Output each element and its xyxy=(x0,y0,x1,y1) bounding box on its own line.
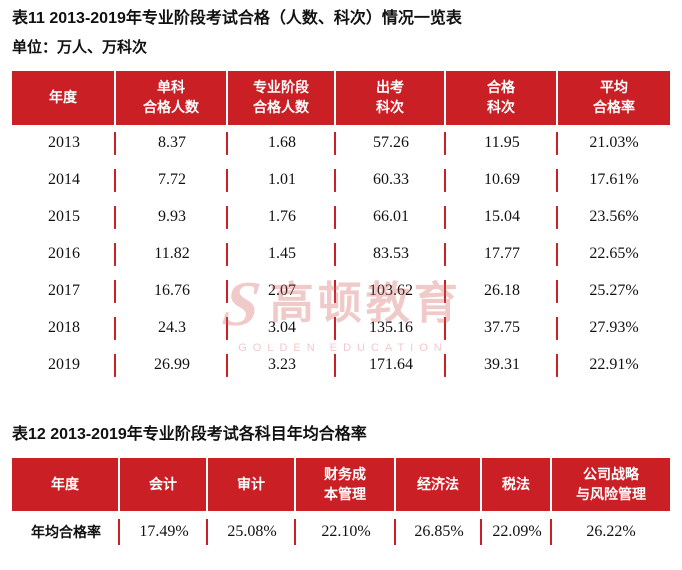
table-cell: 2013 xyxy=(12,124,116,162)
table-cell: 37.75 xyxy=(446,309,558,347)
table-cell: 103.62 xyxy=(336,272,446,310)
table12-header-accounting: 会计 xyxy=(120,457,208,512)
table-cell: 11.82 xyxy=(116,235,228,273)
table-cell: 15.04 xyxy=(446,198,558,236)
table-row: 2018 24.3 3.04 135.16 37.75 27.93% xyxy=(12,309,670,347)
table12-header-row: 年度 会计 审计 财务成 本管理 经济法 税法 公司战略 与风险管理 xyxy=(12,457,670,512)
table12-header-financial-mgmt: 财务成 本管理 xyxy=(296,457,396,512)
table-cell: 23.56% xyxy=(589,208,639,226)
table-cell: 22.09% xyxy=(482,511,552,554)
table-cell: 2015 xyxy=(12,198,116,236)
table-cell: 57.26 xyxy=(336,124,446,162)
table-cell: 21.03% xyxy=(589,134,639,152)
table-cell: 2.07 xyxy=(228,272,336,310)
table-row: 2016 11.82 1.45 83.53 17.77 22.65% xyxy=(12,235,670,273)
table-cell: 16.76 xyxy=(116,272,228,310)
table-cell: 22.65% xyxy=(589,245,639,263)
table-cell: 1.68 xyxy=(228,124,336,162)
table-cell: 39.31 xyxy=(446,346,558,384)
table11: 年度 单科 合格人数 专业阶段 合格人数 出考 科次 合格 科次 平均 合格率 … xyxy=(12,71,670,384)
table-row: 2015 9.93 1.76 66.01 15.04 23.56% xyxy=(12,198,670,236)
table-row: 2014 7.72 1.01 60.33 10.69 17.61% xyxy=(12,161,670,199)
table11-header-stage-pass: 专业阶段 合格人数 xyxy=(228,71,336,125)
table-cell: 10.69 xyxy=(446,161,558,199)
table-cell: 22.91% xyxy=(589,356,639,374)
table12-header-economic-law: 经济法 xyxy=(396,457,482,512)
table-cell: 26.18 xyxy=(446,272,558,310)
table-cell: 8.37 xyxy=(116,124,228,162)
table-cell: 1.45 xyxy=(228,235,336,273)
table12-caption: 表12 2013-2019年专业阶段考试各科目年均合格率 xyxy=(12,425,367,443)
table-cell: 3.23 xyxy=(228,346,336,384)
table11-unit-note: 单位：万人、万科次 xyxy=(12,39,148,57)
table12-header-tax-law: 税法 xyxy=(482,457,552,512)
table11-caption: 表11 2013-2019年专业阶段考试合格（人数、科次）情况一览表 xyxy=(12,10,462,27)
table-cell: 22.10% xyxy=(296,511,396,554)
table-cell: 11.95 xyxy=(446,124,558,162)
table11-header-year: 年度 xyxy=(12,71,116,125)
table-cell: 2018 xyxy=(12,309,116,347)
table-cell: 171.64 xyxy=(336,346,446,384)
table-cell: 2016 xyxy=(12,235,116,273)
table-cell: 83.53 xyxy=(336,235,446,273)
table-cell: 1.01 xyxy=(228,161,336,199)
table11-header-avg-pass-rate: 平均 合格率 xyxy=(558,71,670,125)
table-cell: 135.16 xyxy=(336,309,446,347)
table-cell: 26.99 xyxy=(116,346,228,384)
table-cell: 60.33 xyxy=(336,161,446,199)
table-cell: 25.27% xyxy=(589,282,639,300)
table11-header-single-pass: 单科 合格人数 xyxy=(116,71,228,125)
table-cell: 3.04 xyxy=(228,309,336,347)
table-cell: 25.08% xyxy=(208,511,296,554)
table-cell: 2014 xyxy=(12,161,116,199)
table-cell: 17.77 xyxy=(446,235,558,273)
table12: 年度 会计 审计 财务成 本管理 经济法 税法 公司战略 与风险管理 年均合格率… xyxy=(12,457,670,554)
table11-header-pass-sittings: 合格 科次 xyxy=(446,71,558,125)
table-cell: 9.93 xyxy=(116,198,228,236)
document-page: 表11 2013-2019年专业阶段考试合格（人数、科次）情况一览表 单位：万人… xyxy=(12,10,670,554)
table-cell: 24.3 xyxy=(116,309,228,347)
table11-header-exam-sittings: 出考 科次 xyxy=(336,71,446,125)
table12-header-strategy-risk: 公司战略 与风险管理 xyxy=(552,457,670,512)
table-cell: 26.85% xyxy=(396,511,482,554)
table-cell: 1.76 xyxy=(228,198,336,236)
table-cell: 7.72 xyxy=(116,161,228,199)
table-row: 2017 16.76 2.07 103.62 26.18 25.27% xyxy=(12,272,670,310)
table-cell: 2017 xyxy=(12,272,116,310)
table11-header-row: 年度 单科 合格人数 专业阶段 合格人数 出考 科次 合格 科次 平均 合格率 xyxy=(12,71,670,125)
table12-row-label: 年均合格率 xyxy=(12,511,120,554)
table-cell: 17.61% xyxy=(589,171,639,189)
table-row: 2019 26.99 3.23 171.64 39.31 22.91% xyxy=(12,346,670,384)
table12-header-auditing: 审计 xyxy=(208,457,296,512)
table-cell: 17.49% xyxy=(120,511,208,554)
table-row: 年均合格率 17.49% 25.08% 22.10% 26.85% 22.09%… xyxy=(12,511,670,554)
table-cell: 66.01 xyxy=(336,198,446,236)
table12-header-year: 年度 xyxy=(12,457,120,512)
table-cell: 2019 xyxy=(12,346,116,384)
table-cell: 26.22% xyxy=(586,523,636,541)
table-row: 2013 8.37 1.68 57.26 11.95 21.03% xyxy=(12,124,670,162)
table-cell: 27.93% xyxy=(589,319,639,337)
